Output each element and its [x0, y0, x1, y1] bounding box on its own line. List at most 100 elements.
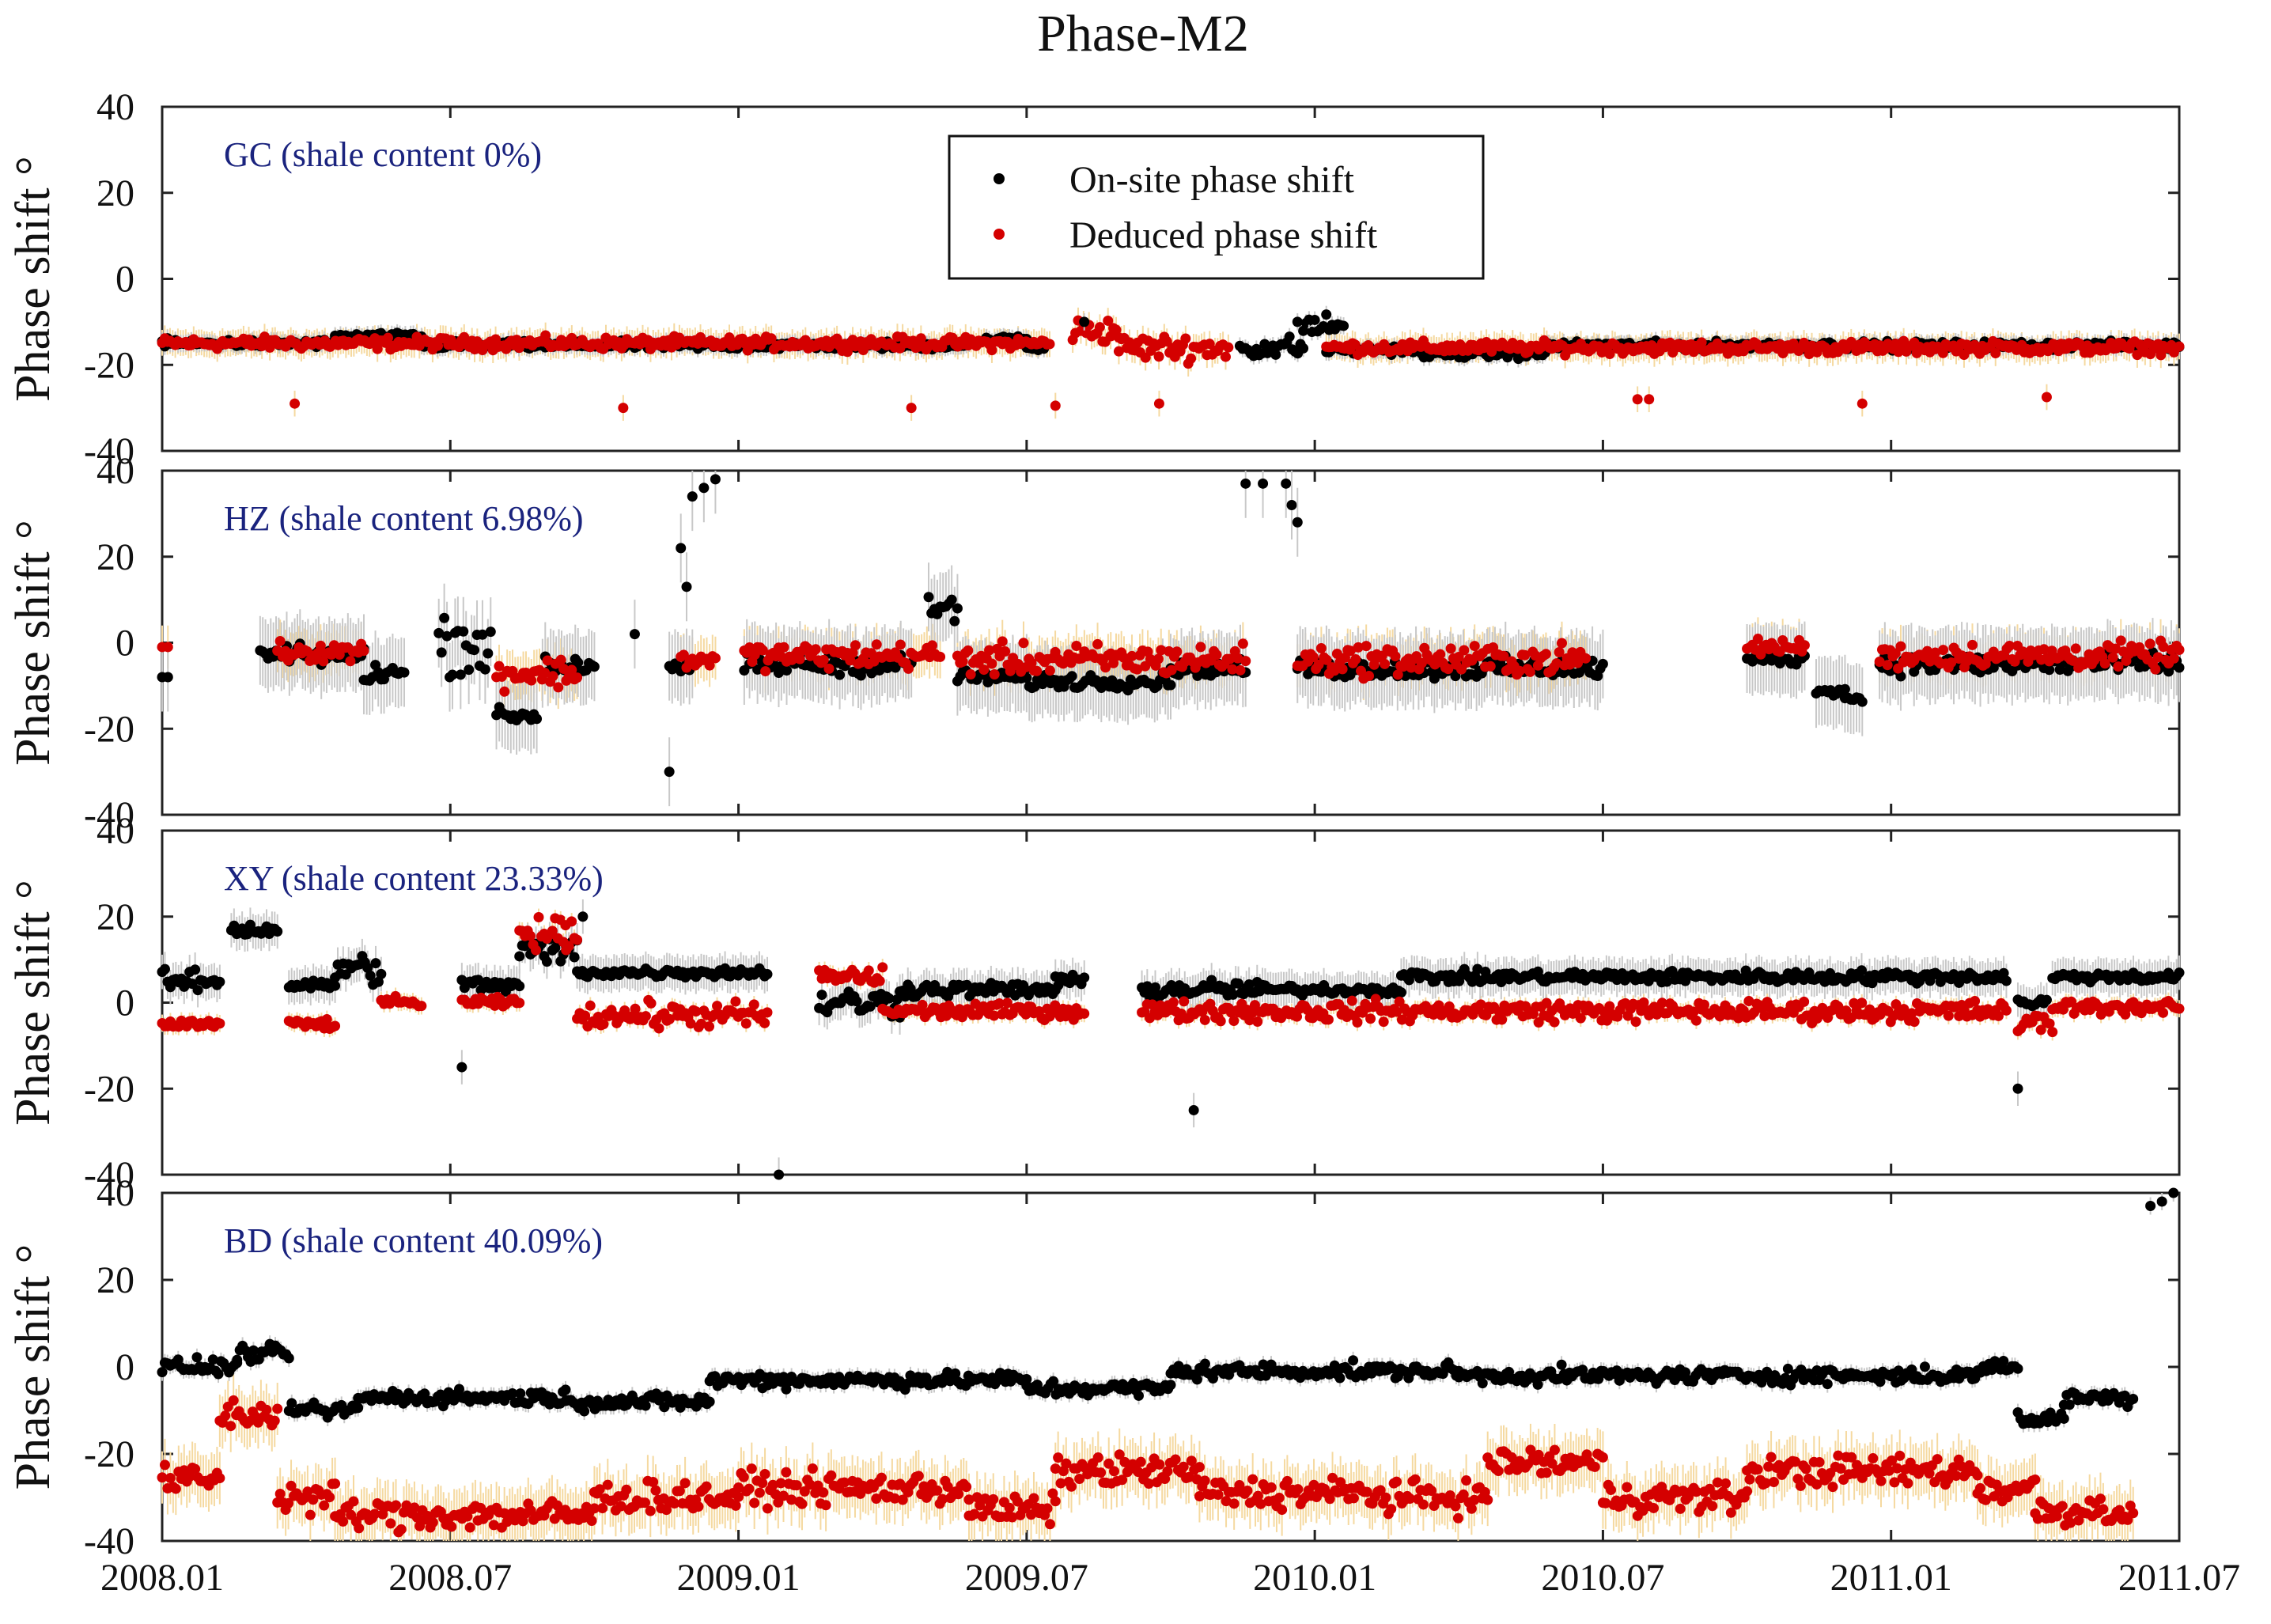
- onsite-point: [1270, 349, 1281, 360]
- deduced-point: [823, 663, 835, 674]
- onsite-point: [458, 626, 469, 637]
- deduced-point: [2041, 392, 2052, 403]
- deduced-point: [1485, 661, 1496, 672]
- deduced-point: [963, 645, 974, 656]
- deduced-point: [1103, 315, 1114, 326]
- deduced-point: [1153, 653, 1164, 664]
- deduced-point: [895, 639, 906, 650]
- onsite-point: [1321, 309, 1332, 320]
- deduced-point: [1524, 666, 1535, 677]
- onsite-point: [1338, 320, 1349, 331]
- onsite-point: [952, 603, 963, 614]
- deduced-point: [572, 672, 583, 683]
- deduced-point: [1390, 651, 1401, 662]
- onsite-point: [439, 612, 450, 623]
- deduced-point: [903, 663, 914, 674]
- onsite-point: [1079, 316, 1090, 327]
- onsite-point: [1298, 343, 1309, 354]
- y-tick-label: 20: [97, 172, 134, 214]
- deduced-point: [1044, 665, 1055, 676]
- onsite-point: [162, 672, 173, 683]
- y-tick-label: -40: [84, 430, 134, 472]
- deduced-point: [162, 642, 173, 653]
- onsite-point: [532, 714, 543, 725]
- onsite-point: [479, 664, 490, 675]
- onsite-point: [1066, 671, 1077, 682]
- deduced-point: [1380, 658, 1391, 669]
- deduced-point: [1092, 638, 1103, 649]
- deduced-point: [1180, 333, 1191, 344]
- deduced-point: [1171, 646, 1183, 657]
- deduced-point: [1237, 638, 1248, 649]
- deduced-point: [1604, 348, 1615, 359]
- deduced-point: [986, 345, 997, 356]
- y-axis-label: Phase shift °: [6, 156, 60, 402]
- onsite-point: [485, 627, 496, 638]
- deduced-point: [1364, 671, 1375, 682]
- deduced-point: [1211, 649, 1222, 661]
- deduced-point: [274, 635, 286, 646]
- deduced-point: [1140, 352, 1151, 363]
- points: [157, 309, 2185, 421]
- deduced-point: [499, 686, 510, 697]
- deduced-point: [1018, 638, 1029, 649]
- onsite-point: [1597, 658, 1608, 669]
- deduced-point: [997, 636, 1008, 647]
- deduced-point: [553, 682, 564, 693]
- deduced-point: [1315, 642, 1327, 653]
- deduced-point: [1799, 640, 1810, 651]
- deduced-point: [1153, 398, 1164, 409]
- deduced-point: [1195, 642, 1206, 653]
- onsite-point: [1284, 331, 1295, 343]
- deduced-point: [986, 658, 997, 669]
- deduced-point: [760, 666, 771, 677]
- deduced-point: [555, 654, 566, 665]
- deduced-point: [1031, 665, 1043, 676]
- deduced-point: [1050, 400, 1061, 411]
- deduced-point: [372, 343, 383, 354]
- deduced-point: [989, 669, 1000, 680]
- deduced-point: [1580, 653, 1592, 664]
- y-tick-label: 0: [115, 259, 134, 301]
- deduced-point: [2174, 341, 2185, 352]
- onsite-point: [782, 665, 793, 676]
- deduced-point: [547, 671, 558, 682]
- deduced-point: [1113, 346, 1124, 357]
- deduced-point: [1240, 656, 1251, 667]
- deduced-point: [1337, 664, 1348, 675]
- deduced-point: [1459, 645, 1470, 656]
- deduced-point: [1223, 342, 1234, 353]
- deduced-point: [906, 403, 917, 414]
- deduced-point: [1361, 641, 1372, 652]
- deduced-point: [1094, 322, 1105, 333]
- deduced-point: [1044, 339, 1055, 350]
- deduced-point: [1632, 394, 1643, 405]
- onsite-point: [483, 648, 494, 659]
- y-tick-label: 40: [97, 86, 134, 128]
- y-tick-label: -20: [84, 708, 134, 750]
- deduced-point: [1644, 394, 1655, 405]
- deduced-point: [1153, 351, 1164, 362]
- onsite-point: [1298, 325, 1309, 336]
- onsite-point: [835, 669, 846, 680]
- onsite-point: [469, 645, 480, 656]
- onsite-point: [949, 615, 960, 627]
- deduced-point: [618, 403, 629, 414]
- y-tick-label: 20: [97, 536, 134, 578]
- panel-label: GC (shale content 0%): [224, 135, 542, 174]
- y-axis-label: Phase shift °: [6, 520, 60, 766]
- onsite-point: [946, 594, 957, 605]
- deduced-point: [965, 669, 976, 680]
- onsite-point: [1304, 314, 1315, 325]
- onsite-point: [399, 667, 410, 678]
- deduced-point: [526, 675, 537, 686]
- y-tick-label: 40: [97, 450, 134, 492]
- deduced-point: [818, 654, 829, 665]
- deduced-point: [778, 642, 789, 653]
- onsite-point: [2174, 662, 2185, 673]
- onsite-point: [1165, 680, 1176, 691]
- deduced-point: [1469, 641, 1480, 652]
- panels-layer: 40 20 0 -20 -40 Phase shift ° GC (shale conten…: [6, 86, 2185, 1562]
